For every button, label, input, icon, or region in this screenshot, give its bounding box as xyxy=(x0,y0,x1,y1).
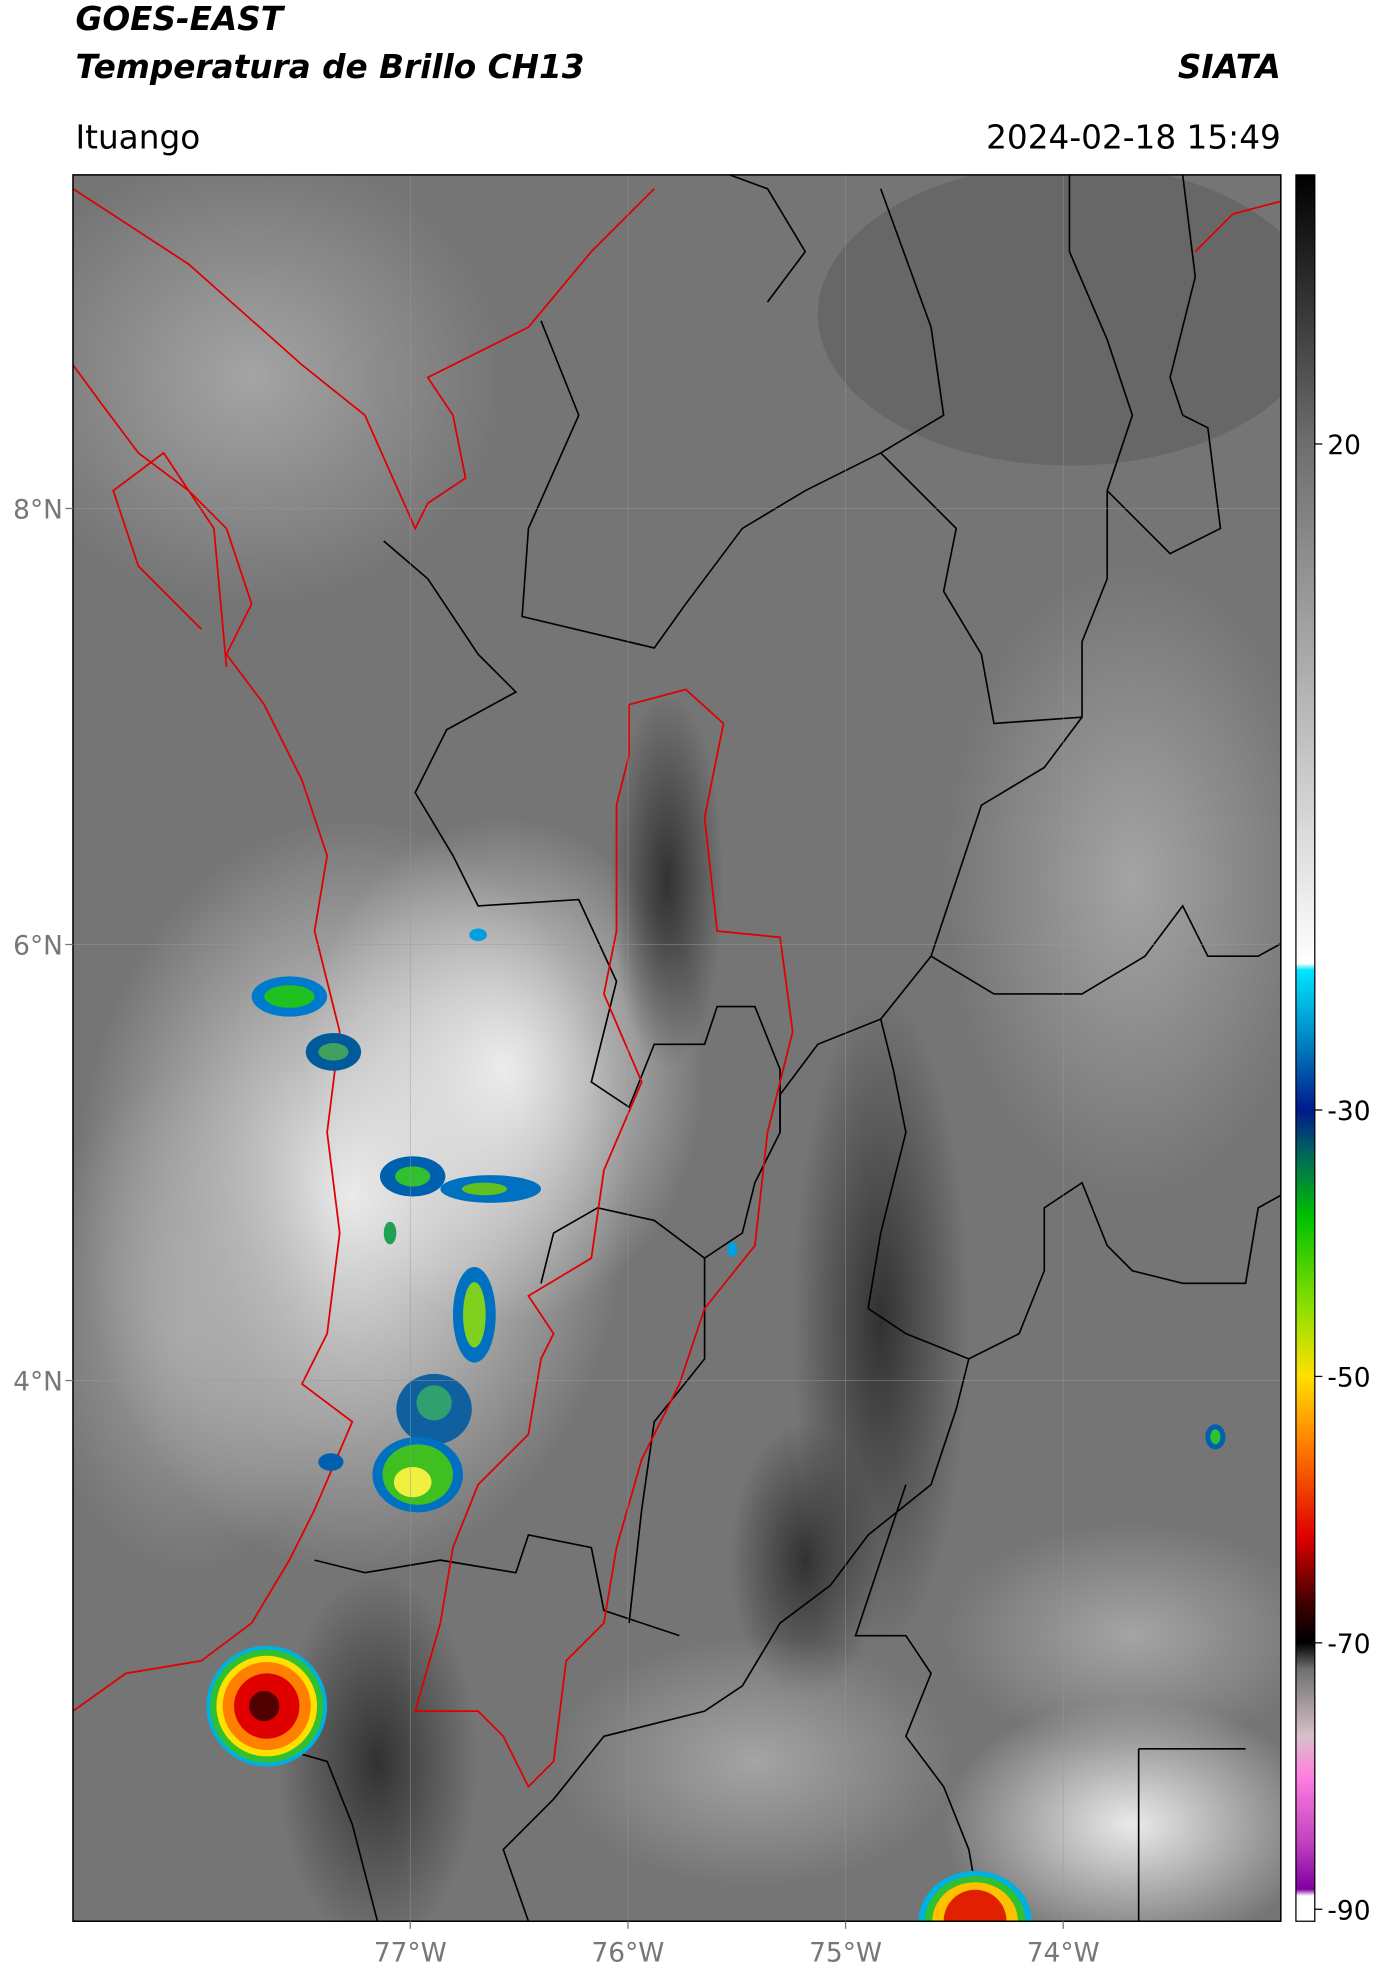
subtitle: Temperatura de Brillo CH13 xyxy=(75,48,584,86)
gridlines xyxy=(72,174,1281,1922)
source: SIATA xyxy=(1178,48,1281,86)
colorbar: 20 -30 -50 -70 -90 xyxy=(1295,174,1371,1926)
map-axes: 77°W 76°W 75°W 74°W 8°N 6°N 4°N xyxy=(13,495,1100,1969)
satellite-image xyxy=(72,174,1281,1922)
colorbar-tick-label: -50 xyxy=(1327,1362,1370,1393)
y-tick-label: 4°N xyxy=(13,1367,63,1398)
y-tick-label: 8°N xyxy=(13,495,63,526)
colorbar-tick-label: -30 xyxy=(1327,1096,1370,1127)
title: GOES-EAST xyxy=(75,0,285,38)
convective-cells xyxy=(206,928,1226,1922)
location: Ituango xyxy=(75,118,200,156)
datetime: 2024-02-18 15:49 xyxy=(986,118,1281,156)
colorbar-scale xyxy=(1295,174,1316,1922)
y-tick-label: 6°N xyxy=(13,931,63,962)
x-tick-label: 76°W xyxy=(591,1937,664,1968)
map-frame xyxy=(72,174,1282,1922)
x-tick-label: 75°W xyxy=(809,1937,882,1968)
colorbar-tick-label: 20 xyxy=(1327,430,1361,461)
colorbar-tick-label: -90 xyxy=(1327,1895,1370,1926)
x-tick-label: 77°W xyxy=(374,1937,447,1968)
x-tick-label: 74°W xyxy=(1027,1937,1100,1968)
colorbar-tick-label: -70 xyxy=(1327,1629,1370,1660)
